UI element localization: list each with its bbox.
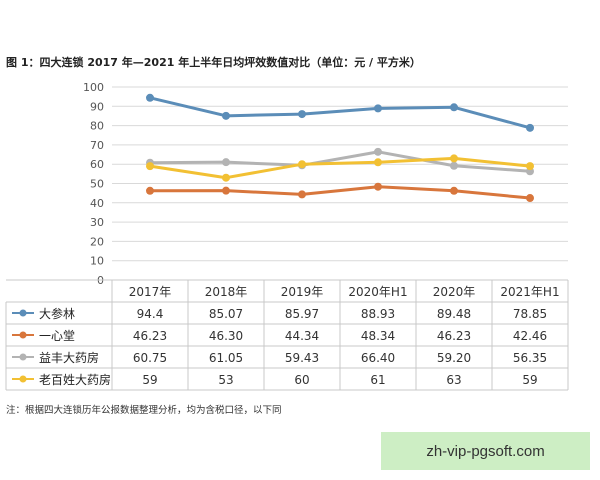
legend-marker [19,331,27,339]
data-label: 63 [446,373,461,387]
data-table: 2017年 2018年 2019年 2020年H1 2020年 2021年H1 大参林 94.… [5,279,569,391]
x-tick-label: 2019年 [281,285,324,299]
data-point [298,110,306,119]
data-point [222,158,230,167]
chart-title: 图 1：四大连锁 2017 年—2021 年上半年日均坪效数值对比（单位：元 /… [6,56,421,69]
data-label: 78.85 [513,307,547,321]
data-label: 42.46 [513,329,547,343]
y-tick-label: 20 [90,235,104,248]
data-label: 85.07 [209,307,243,321]
data-point [450,154,458,163]
y-axis: 0102030405060708090100 [83,81,104,287]
data-point [450,161,458,170]
data-point [298,190,306,199]
line-chart: 0102030405060708090100 2017年2018年2019年20… [5,81,569,391]
series-line [148,185,532,200]
data-label: 59.20 [437,351,471,365]
series-lines [146,93,534,203]
watermark: zh-vip-pgsoft.com [381,432,590,470]
data-label: 66.40 [361,351,395,365]
data-point [374,104,382,113]
y-tick-label: 90 [90,100,104,113]
data-label: 46.23 [437,329,471,343]
data-label: 60.75 [133,351,167,365]
data-point [146,186,154,195]
data-point [298,160,306,169]
data-label: 88.93 [361,307,395,321]
y-tick-label: 30 [90,216,104,229]
data-label: 61.05 [209,351,243,365]
y-tick-label: 10 [90,255,104,268]
legend-label: 一心堂 [39,329,75,343]
data-label: 46.30 [209,329,243,343]
data-label: 61 [370,373,385,387]
data-point [222,173,230,182]
x-tick-label: 2017年 [129,285,172,299]
data-label: 44.34 [285,329,319,343]
data-point [450,186,458,195]
data-point [450,103,458,112]
data-label: 85.97 [285,307,319,321]
data-label: 46.23 [133,329,167,343]
y-tick-label: 50 [90,178,104,191]
data-point [526,194,534,203]
footnote: 注：根据四大连锁历年公报数据整理分析，均为含税口径，以下同 [6,405,282,416]
x-tick-label: 2018年 [205,285,248,299]
data-label: 53 [218,373,233,387]
data-label: 48.34 [361,329,395,343]
data-point [374,147,382,156]
data-label: 59.43 [285,351,319,365]
legend-marker [19,353,27,361]
data-point [146,162,154,171]
data-point [222,111,230,120]
y-tick-label: 40 [90,197,104,210]
grid [112,86,568,281]
y-tick-label: 80 [90,120,104,133]
x-tick-label: 2020年 [433,285,476,299]
data-label: 60 [294,373,309,387]
legend-marker [19,309,27,317]
legend-marker [19,375,27,383]
data-label: 59 [142,373,157,387]
data-label: 59 [522,373,537,387]
data-point [222,186,230,195]
x-tick-label: 2021年H1 [500,285,559,299]
data-point [374,158,382,167]
legend-label: 大参林 [39,306,75,321]
series-line [148,150,532,173]
data-point [146,93,154,102]
y-tick-label: 100 [83,81,104,94]
legend-label: 益丰大药房 [39,350,99,365]
y-tick-label: 60 [90,158,104,171]
series-line [148,96,532,130]
data-label: 56.35 [513,351,547,365]
x-tick-label: 2020年H1 [348,285,407,299]
data-label: 94.4 [137,307,164,321]
data-point [526,162,534,171]
data-point [526,123,534,132]
data-point [374,182,382,191]
y-tick-label: 70 [90,139,104,152]
data-label: 89.48 [437,307,471,321]
legend-label: 老百姓大药房 [39,372,111,387]
series-line [148,156,532,180]
